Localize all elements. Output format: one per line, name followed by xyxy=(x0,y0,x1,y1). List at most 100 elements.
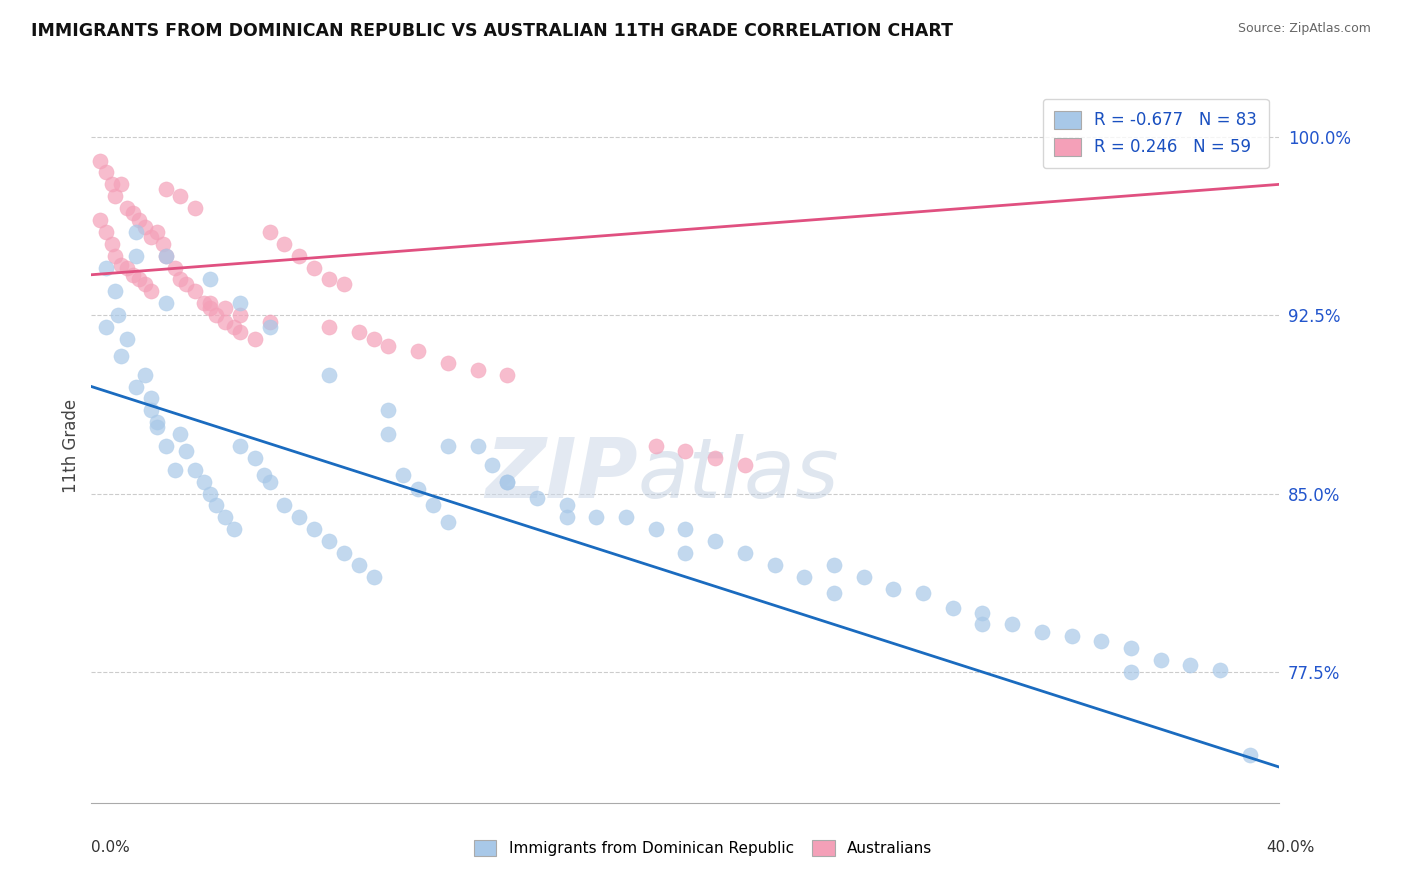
Point xyxy=(347,325,370,339)
Text: ZIP: ZIP xyxy=(485,434,638,515)
Text: 0.0%: 0.0% xyxy=(91,840,131,855)
Point xyxy=(406,482,429,496)
Point xyxy=(229,325,252,339)
Point xyxy=(214,315,236,329)
Point xyxy=(1031,624,1053,639)
Point xyxy=(104,285,127,299)
Point xyxy=(363,332,385,346)
Point xyxy=(1209,663,1232,677)
Point xyxy=(1239,748,1261,763)
Point xyxy=(134,368,156,382)
Point xyxy=(942,600,965,615)
Point xyxy=(139,229,162,244)
Point xyxy=(139,403,162,417)
Point xyxy=(377,339,399,353)
Point xyxy=(1180,657,1202,672)
Point xyxy=(229,296,252,310)
Point xyxy=(259,320,281,334)
Point xyxy=(214,510,236,524)
Point xyxy=(1119,641,1142,656)
Point xyxy=(526,491,548,506)
Point xyxy=(259,315,281,329)
Point xyxy=(101,178,124,192)
Point xyxy=(169,272,191,286)
Point xyxy=(128,213,150,227)
Point xyxy=(115,332,138,346)
Point xyxy=(823,586,845,600)
Point xyxy=(89,213,111,227)
Point xyxy=(481,458,503,472)
Point xyxy=(318,534,340,549)
Point xyxy=(406,343,429,358)
Legend: R = -0.677   N = 83, R = 0.246   N = 59: R = -0.677 N = 83, R = 0.246 N = 59 xyxy=(1042,99,1268,168)
Point xyxy=(205,499,228,513)
Point xyxy=(1119,665,1142,679)
Point xyxy=(222,320,245,334)
Point xyxy=(155,182,177,196)
Point xyxy=(555,499,578,513)
Point xyxy=(496,368,519,382)
Point xyxy=(673,443,696,458)
Point xyxy=(302,260,325,275)
Point xyxy=(1001,617,1024,632)
Point xyxy=(644,439,666,453)
Point xyxy=(734,546,756,560)
Point xyxy=(125,225,148,239)
Point xyxy=(1060,629,1083,643)
Point xyxy=(125,379,148,393)
Point xyxy=(110,178,132,192)
Point xyxy=(273,236,295,251)
Point xyxy=(163,260,186,275)
Point xyxy=(363,570,385,584)
Point xyxy=(229,439,252,453)
Point xyxy=(673,546,696,560)
Point xyxy=(96,225,118,239)
Point xyxy=(214,301,236,315)
Point xyxy=(467,363,489,377)
Point xyxy=(169,427,191,442)
Point xyxy=(318,320,340,334)
Point xyxy=(318,272,340,286)
Point xyxy=(176,277,198,292)
Point xyxy=(96,260,118,275)
Point xyxy=(911,586,934,600)
Point xyxy=(377,403,399,417)
Point xyxy=(134,220,156,235)
Point xyxy=(585,510,607,524)
Point xyxy=(205,308,228,322)
Point xyxy=(763,558,786,572)
Point xyxy=(436,356,458,370)
Point xyxy=(377,427,399,442)
Point xyxy=(467,439,489,453)
Point xyxy=(184,285,207,299)
Point xyxy=(673,522,696,536)
Point xyxy=(243,450,266,465)
Point xyxy=(122,268,145,282)
Point xyxy=(128,272,150,286)
Point xyxy=(169,189,191,203)
Point xyxy=(200,486,222,500)
Point xyxy=(259,225,281,239)
Point xyxy=(139,392,162,406)
Point xyxy=(823,558,845,572)
Point xyxy=(110,349,132,363)
Point xyxy=(852,570,875,584)
Point xyxy=(152,236,174,251)
Point xyxy=(122,206,145,220)
Text: 40.0%: 40.0% xyxy=(1267,840,1315,855)
Point xyxy=(176,443,198,458)
Text: atlas: atlas xyxy=(638,434,839,515)
Legend: Immigrants from Dominican Republic, Australians: Immigrants from Dominican Republic, Aust… xyxy=(467,834,939,862)
Point xyxy=(104,249,127,263)
Point xyxy=(155,296,177,310)
Point xyxy=(96,320,118,334)
Point xyxy=(200,301,222,315)
Point xyxy=(222,522,245,536)
Point xyxy=(704,534,727,549)
Point xyxy=(193,475,215,489)
Point xyxy=(259,475,281,489)
Point xyxy=(229,308,252,322)
Point xyxy=(253,467,276,482)
Text: Source: ZipAtlas.com: Source: ZipAtlas.com xyxy=(1237,22,1371,36)
Point xyxy=(104,189,127,203)
